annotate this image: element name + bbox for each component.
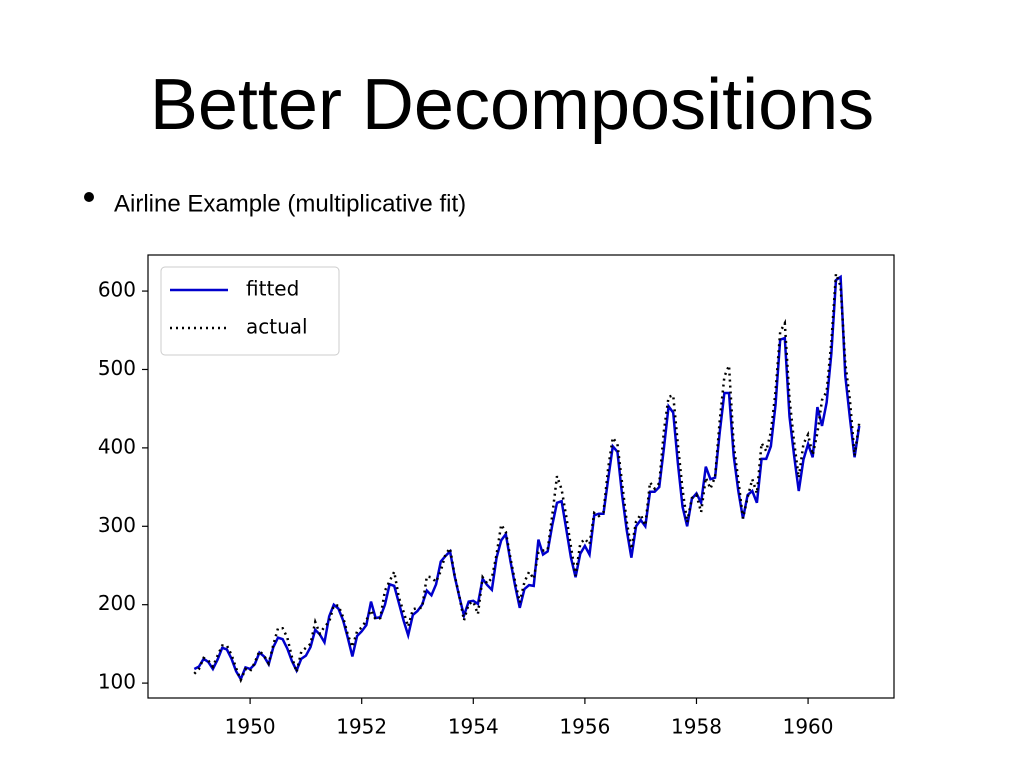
slide-title: Better Decompositions — [150, 65, 874, 145]
y-tick-label: 400 — [98, 434, 136, 458]
legend-label: fitted — [246, 277, 299, 301]
y-tick-label: 200 — [98, 591, 136, 615]
legend-label: actual — [246, 315, 308, 339]
x-tick-label: 1954 — [448, 715, 499, 739]
x-tick-label: 1960 — [783, 715, 834, 739]
y-tick-label: 600 — [98, 278, 136, 302]
plot-frame — [147, 254, 895, 699]
y-tick-label: 300 — [98, 513, 136, 537]
y-tick-label: 100 — [98, 670, 136, 694]
x-tick-label: 1956 — [559, 715, 610, 739]
bullet-text: Airline Example (multiplicative fit) — [114, 190, 466, 217]
x-tick-label: 1950 — [225, 715, 276, 739]
x-tick-label: 1958 — [671, 715, 722, 739]
y-tick-label: 500 — [98, 356, 136, 380]
series-line — [193, 274, 861, 683]
series-line — [193, 273, 861, 684]
x-tick-label: 1952 — [336, 715, 387, 739]
bullet-dot — [84, 192, 94, 202]
